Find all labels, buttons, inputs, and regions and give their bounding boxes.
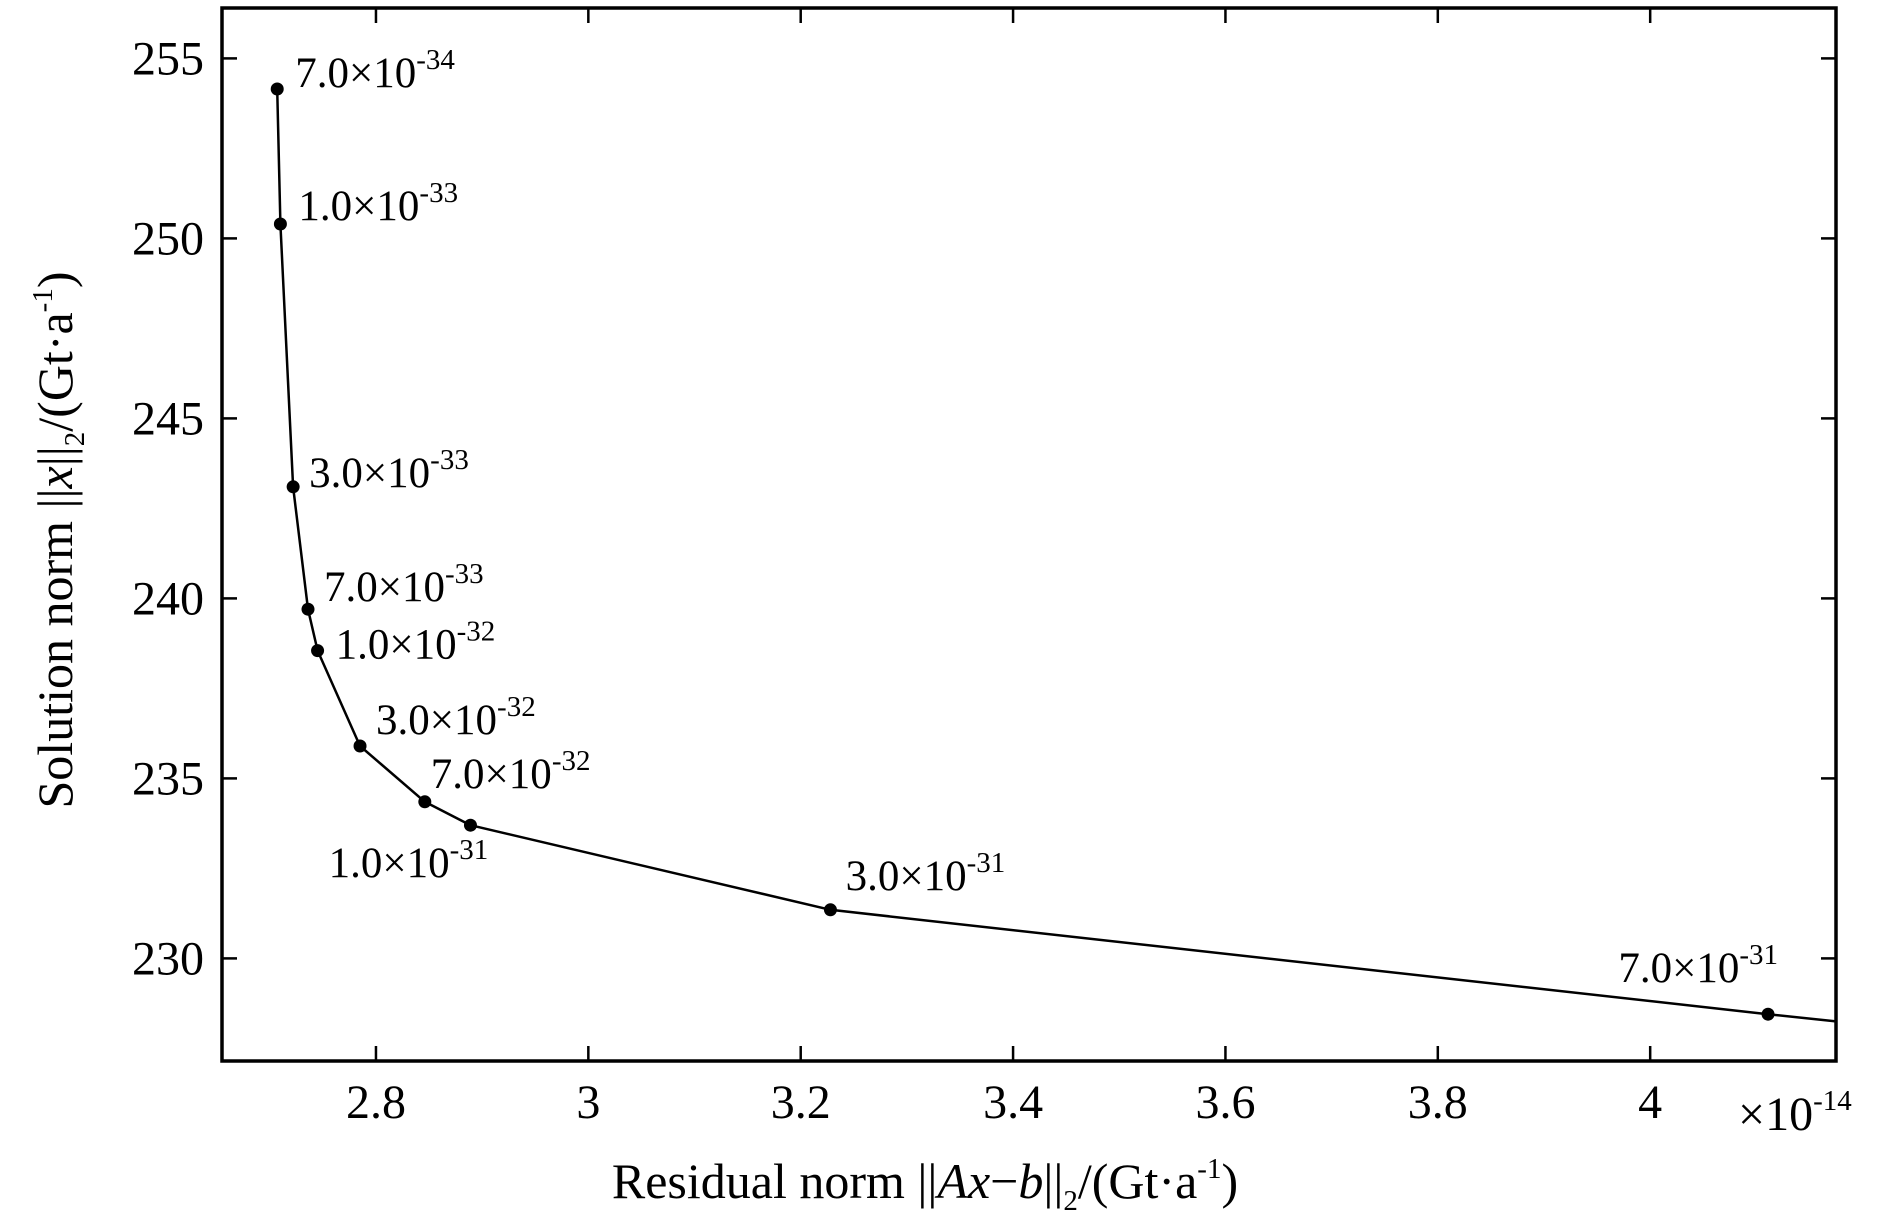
- x-title-dash: −: [990, 1153, 1018, 1209]
- x-tick-label-1: 3: [576, 1076, 600, 1129]
- y-tick-label-4: 250: [132, 212, 204, 265]
- data-point-2: [286, 480, 300, 494]
- point-label-exp-9: -31: [1739, 939, 1778, 971]
- y-tick-label-1: 235: [132, 752, 204, 805]
- point-label-mantissa-4: 1.0×10: [336, 622, 457, 669]
- point-label-9: 7.0×10-31: [1618, 939, 1778, 992]
- data-point-5: [353, 739, 367, 753]
- point-label-exp-5: -32: [497, 691, 536, 723]
- data-point-9: [1761, 1007, 1775, 1021]
- point-label-mantissa-6: 7.0×10: [431, 751, 552, 798]
- point-label-0: 7.0×10-34: [295, 44, 455, 97]
- x-tick-label-2: 3.2: [771, 1076, 831, 1129]
- plot-frame: [220, 6, 1838, 1063]
- point-label-3: 7.0×10-33: [324, 558, 484, 611]
- x-multiplier-exp: -14: [1813, 1085, 1852, 1117]
- y-tick-label-0: 230: [132, 932, 204, 985]
- x-tick-label-5: 3.8: [1408, 1076, 1468, 1129]
- x-multiplier: ×10-14: [1738, 1085, 1852, 1141]
- point-label-mantissa-7: 1.0×10: [329, 840, 450, 887]
- x-title-ax: Ax: [934, 1153, 990, 1209]
- x-multiplier-base: ×10: [1738, 1088, 1813, 1141]
- x-tick-label-6: 4: [1638, 1076, 1662, 1129]
- x-title-b: b: [1018, 1153, 1043, 1209]
- series-line: [275, 88, 1837, 1023]
- point-label-mantissa-1: 1.0×10: [298, 183, 419, 230]
- point-label-exp-4: -32: [457, 616, 496, 648]
- point-label-7: 1.0×10-31: [329, 834, 489, 887]
- point-label-exp-3: -33: [445, 558, 484, 590]
- point-label-exp-8: -31: [967, 847, 1006, 879]
- point-label-mantissa-9: 7.0×10: [1618, 945, 1739, 992]
- data-point-8: [823, 903, 837, 917]
- y-title-unit-sup: -1: [27, 288, 59, 312]
- x-title-sub: 2: [1063, 1185, 1078, 1217]
- point-label-mantissa-8: 3.0×10: [846, 853, 967, 900]
- x-title-prefix: Residual norm ||: [612, 1153, 938, 1209]
- x-axis-title: Residual norm ||Ax−b||2/(Gt·a-1): [612, 1153, 1238, 1217]
- y-title-bars: ||: [27, 446, 83, 466]
- y-title-x: x: [27, 466, 83, 489]
- data-point-0: [270, 82, 284, 96]
- point-label-mantissa-0: 7.0×10: [295, 50, 416, 97]
- y-title-sub: 2: [59, 432, 91, 447]
- x-tick-label-0: 2.8: [346, 1076, 406, 1129]
- point-label-exp-6: -32: [552, 745, 591, 777]
- y-tick-label-5: 255: [132, 32, 204, 85]
- x-tick-label-3: 3.4: [983, 1076, 1043, 1129]
- data-point-4: [311, 644, 325, 658]
- point-label-2: 3.0×10-33: [309, 444, 469, 497]
- data-point-3: [301, 602, 315, 616]
- x-title-unit-sup: -1: [1197, 1153, 1221, 1185]
- point-label-6: 7.0×10-32: [431, 745, 591, 798]
- data-point-6: [418, 795, 432, 809]
- point-label-1: 1.0×10-33: [298, 177, 458, 230]
- y-axis-title: Solution norm ||x||2/(Gt·a-1): [27, 272, 91, 809]
- point-label-8: 3.0×10-31: [846, 847, 1006, 900]
- point-label-exp-1: -33: [419, 177, 458, 209]
- y-title-unit: /(Gt·a: [27, 312, 83, 431]
- point-label-exp-2: -33: [430, 444, 469, 476]
- x-title-close: ): [1221, 1153, 1238, 1209]
- y-tick-label-3: 245: [132, 392, 204, 445]
- point-label-mantissa-3: 7.0×10: [324, 564, 445, 611]
- point-label-mantissa-5: 3.0×10: [376, 697, 497, 744]
- data-point-1: [273, 217, 287, 231]
- x-title-unit: /(Gt·a: [1078, 1153, 1197, 1209]
- x-tick-label-4: 3.6: [1195, 1076, 1255, 1129]
- point-label-exp-7: -31: [450, 834, 489, 866]
- point-label-5: 3.0×10-32: [376, 691, 536, 744]
- y-tick-label-2: 240: [132, 572, 204, 625]
- data-point-7: [463, 818, 477, 832]
- point-label-exp-0: -34: [416, 44, 455, 76]
- y-title-prefix: Solution norm ||: [27, 488, 83, 808]
- x-title-bars: ||: [1043, 1153, 1063, 1209]
- y-title-close: ): [27, 272, 83, 289]
- point-label-mantissa-2: 3.0×10: [309, 450, 430, 497]
- point-label-4: 1.0×10-32: [336, 616, 496, 669]
